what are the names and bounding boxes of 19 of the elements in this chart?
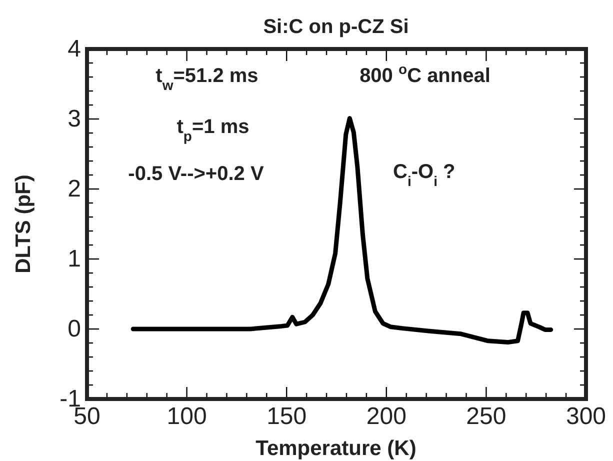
x-tick-label: 200 (366, 403, 406, 430)
annotation: 800 $^{o}$C anneal (360, 61, 490, 87)
y-axis-title: DLTS (pF) (12, 174, 35, 274)
y-tick-label: 0 (68, 316, 81, 343)
x-axis-title: Temperature (K) (256, 437, 416, 460)
y-tick-label: 2 (68, 176, 81, 203)
x-tick-label: 300 (566, 403, 606, 430)
annotation: -0.5 V-->+0.2 V (128, 163, 264, 185)
annotation: t$_{p}$=1 ms (176, 116, 250, 144)
x-tick-label: 250 (466, 403, 506, 430)
x-tick-label: 100 (166, 403, 207, 430)
y-tick-label: 3 (68, 106, 81, 133)
chart-title: Si:C on p-CZ Si (263, 16, 409, 38)
x-tick-label: 150 (266, 403, 307, 430)
annotation: t$_{w}$=51.2 ms (156, 65, 258, 93)
annotation: C$_{i}$-O$_{i}$ ? (393, 161, 456, 189)
y-tick-label: 4 (68, 36, 81, 63)
line-series (130, 116, 554, 345)
y-tick-label: 1 (68, 246, 81, 273)
